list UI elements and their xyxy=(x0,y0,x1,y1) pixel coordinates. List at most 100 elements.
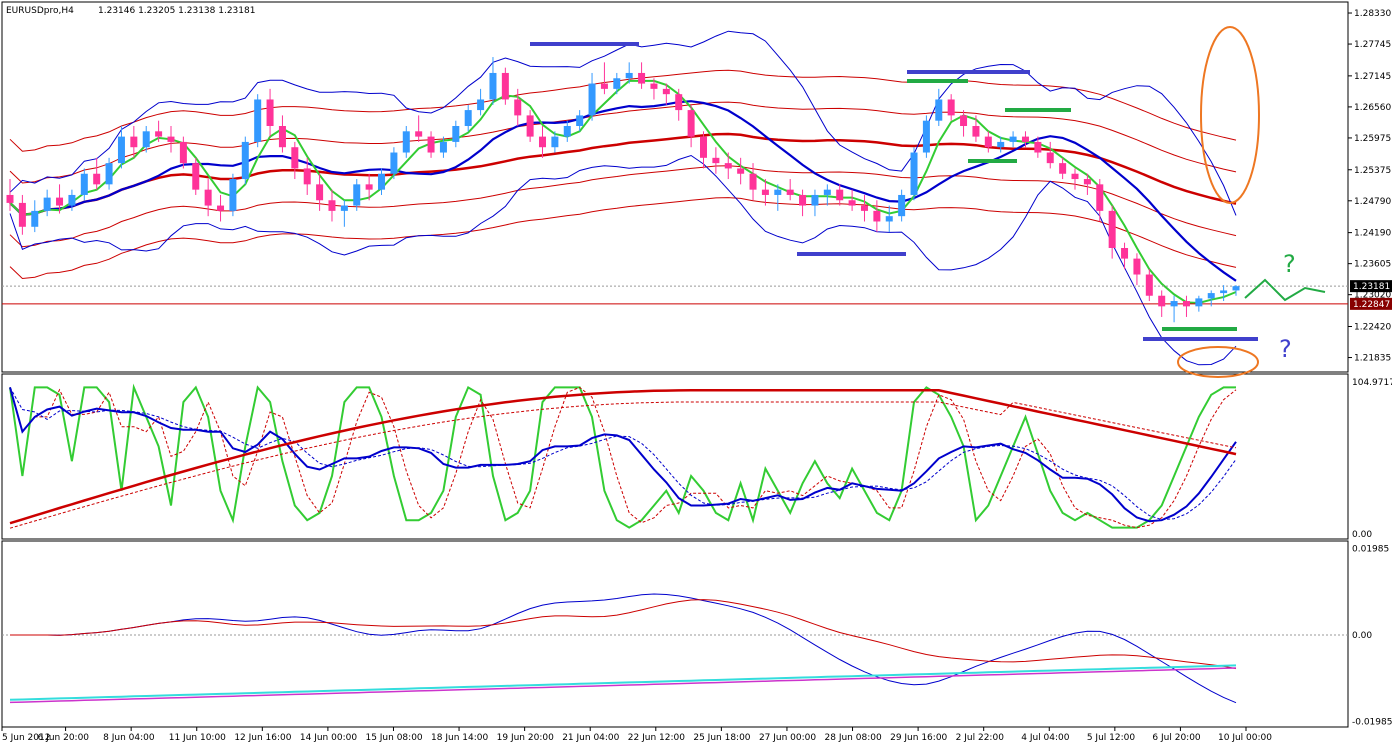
candle-body xyxy=(687,110,695,137)
time-tick-label: 21 Jun 04:00 xyxy=(562,733,619,743)
time-tick-label: 28 Jun 08:00 xyxy=(825,733,882,743)
time-tick-label: 29 Jun 16:00 xyxy=(890,733,947,743)
candle-body xyxy=(885,216,893,222)
time-tick-label: 12 Jun 16:00 xyxy=(234,733,291,743)
ohlc-values: 1.23146 1.23205 1.23138 1.23181 xyxy=(98,6,255,16)
time-tick-label: 19 Jun 20:00 xyxy=(497,733,554,743)
candle-body xyxy=(179,141,187,164)
price-plot xyxy=(2,26,1348,378)
candle-body xyxy=(489,72,497,100)
time-tick-label: 5 Jun 2012 xyxy=(2,733,50,743)
macd-axis-label: 0.00 xyxy=(1352,631,1372,641)
candle-body xyxy=(365,184,373,190)
price-tag-bg xyxy=(1350,297,1392,310)
candle-body xyxy=(217,205,225,211)
slow-oscillator-line xyxy=(9,387,1237,523)
macd-panel[interactable] xyxy=(1,540,1349,728)
price-axis: 1.28330 1.27745 1.27145 1.26560 1.25975 1.253… xyxy=(1348,9,1392,364)
price-tick-label: 1.25975 xyxy=(1354,134,1391,144)
time-tick-label: 10 Jul 00:00 xyxy=(1218,733,1272,743)
candle-body xyxy=(303,168,311,185)
time-tick-label: 14 Jun 00:00 xyxy=(300,733,357,743)
slow-oscillator-signal xyxy=(9,387,1237,521)
price-panel[interactable] xyxy=(1,1,1349,373)
macd-plot: 0.01985 0.00 -0.01985 xyxy=(2,545,1392,727)
candle-body xyxy=(737,168,745,174)
candle-body xyxy=(1071,173,1079,180)
candle-body xyxy=(1083,179,1091,185)
candle-body xyxy=(402,131,410,153)
candle-body xyxy=(278,126,286,148)
candle-body xyxy=(1059,163,1067,174)
oscillator-panel[interactable] xyxy=(1,373,1349,540)
macd-axis-label: -0.01985 xyxy=(1352,717,1392,727)
envelope-line-0 xyxy=(9,69,1237,152)
time-tick-label: 2 Jul 22:00 xyxy=(956,733,1005,743)
price-tick-label: 1.23020 xyxy=(1354,291,1391,301)
bollinger-band-0 xyxy=(9,30,1237,216)
candle-body xyxy=(477,99,485,111)
candle-body xyxy=(749,173,757,190)
candle-body xyxy=(241,141,249,180)
candle-body xyxy=(43,197,51,211)
price-tick-label: 1.27145 xyxy=(1354,72,1391,82)
candle-body xyxy=(662,88,670,95)
time-tick-label: 25 Jun 18:00 xyxy=(693,733,750,743)
oscillator-axis-label: 0.00 xyxy=(1352,530,1372,540)
time-tick-label: 5 Jul 12:00 xyxy=(1087,733,1136,743)
candle-body xyxy=(1182,301,1190,307)
candle-body xyxy=(526,115,534,137)
candle-body xyxy=(699,136,707,158)
price-tick-label: 1.24790 xyxy=(1354,197,1391,207)
envelope-line-2 xyxy=(9,165,1237,248)
candle-body xyxy=(192,163,200,190)
candle-body xyxy=(972,126,980,137)
price-tick-label: 1.21835 xyxy=(1354,354,1391,364)
candle-body xyxy=(1133,258,1141,275)
price-tick-label: 1.24190 xyxy=(1354,229,1391,239)
candle-body xyxy=(922,120,930,153)
time-tick-label: 15 Jun 08:00 xyxy=(365,733,422,743)
time-tick-label: 11 Jun 10:00 xyxy=(169,733,226,743)
candle-body xyxy=(130,136,138,148)
candle-body xyxy=(625,72,633,79)
stochastic-main-line xyxy=(9,383,1236,529)
candle-body xyxy=(947,99,955,116)
candle-body xyxy=(390,152,398,174)
candle-body xyxy=(31,210,39,227)
macd-signal-line xyxy=(10,599,1237,670)
candle-body xyxy=(6,194,14,203)
candle-body xyxy=(786,189,794,195)
candle-body xyxy=(724,163,732,169)
candle-body xyxy=(1145,274,1153,296)
macd-slow-line xyxy=(9,667,1237,704)
orange-ellipse-top xyxy=(1200,26,1260,204)
price-tick-label: 1.22420 xyxy=(1354,323,1391,333)
candle-body xyxy=(229,179,237,211)
envelope-line-1 xyxy=(9,101,1237,184)
candle-body xyxy=(935,99,943,121)
price-tag-bg xyxy=(1350,280,1392,293)
candle-body xyxy=(1096,184,1104,211)
candle-body xyxy=(650,83,658,89)
time-tick-label: 6 Jun 20:00 xyxy=(38,733,90,743)
candle-body xyxy=(563,126,571,137)
candle-body xyxy=(378,173,386,190)
candle-body xyxy=(105,163,113,185)
candle-body xyxy=(291,147,299,169)
candle-body xyxy=(984,136,992,148)
candle-body xyxy=(501,72,509,100)
candle-body xyxy=(452,126,460,142)
question-mark-blue: ? xyxy=(1279,335,1292,363)
candle-body xyxy=(464,110,472,126)
price-tick-label: 1.27745 xyxy=(1354,40,1391,50)
candle-body xyxy=(997,141,1005,148)
candle-body xyxy=(1232,286,1240,291)
candle-body xyxy=(898,194,906,217)
macd-slow-signal xyxy=(9,664,1237,701)
candle-body xyxy=(910,152,918,195)
symbol-info: EURUSDpro,H4 xyxy=(6,6,74,16)
